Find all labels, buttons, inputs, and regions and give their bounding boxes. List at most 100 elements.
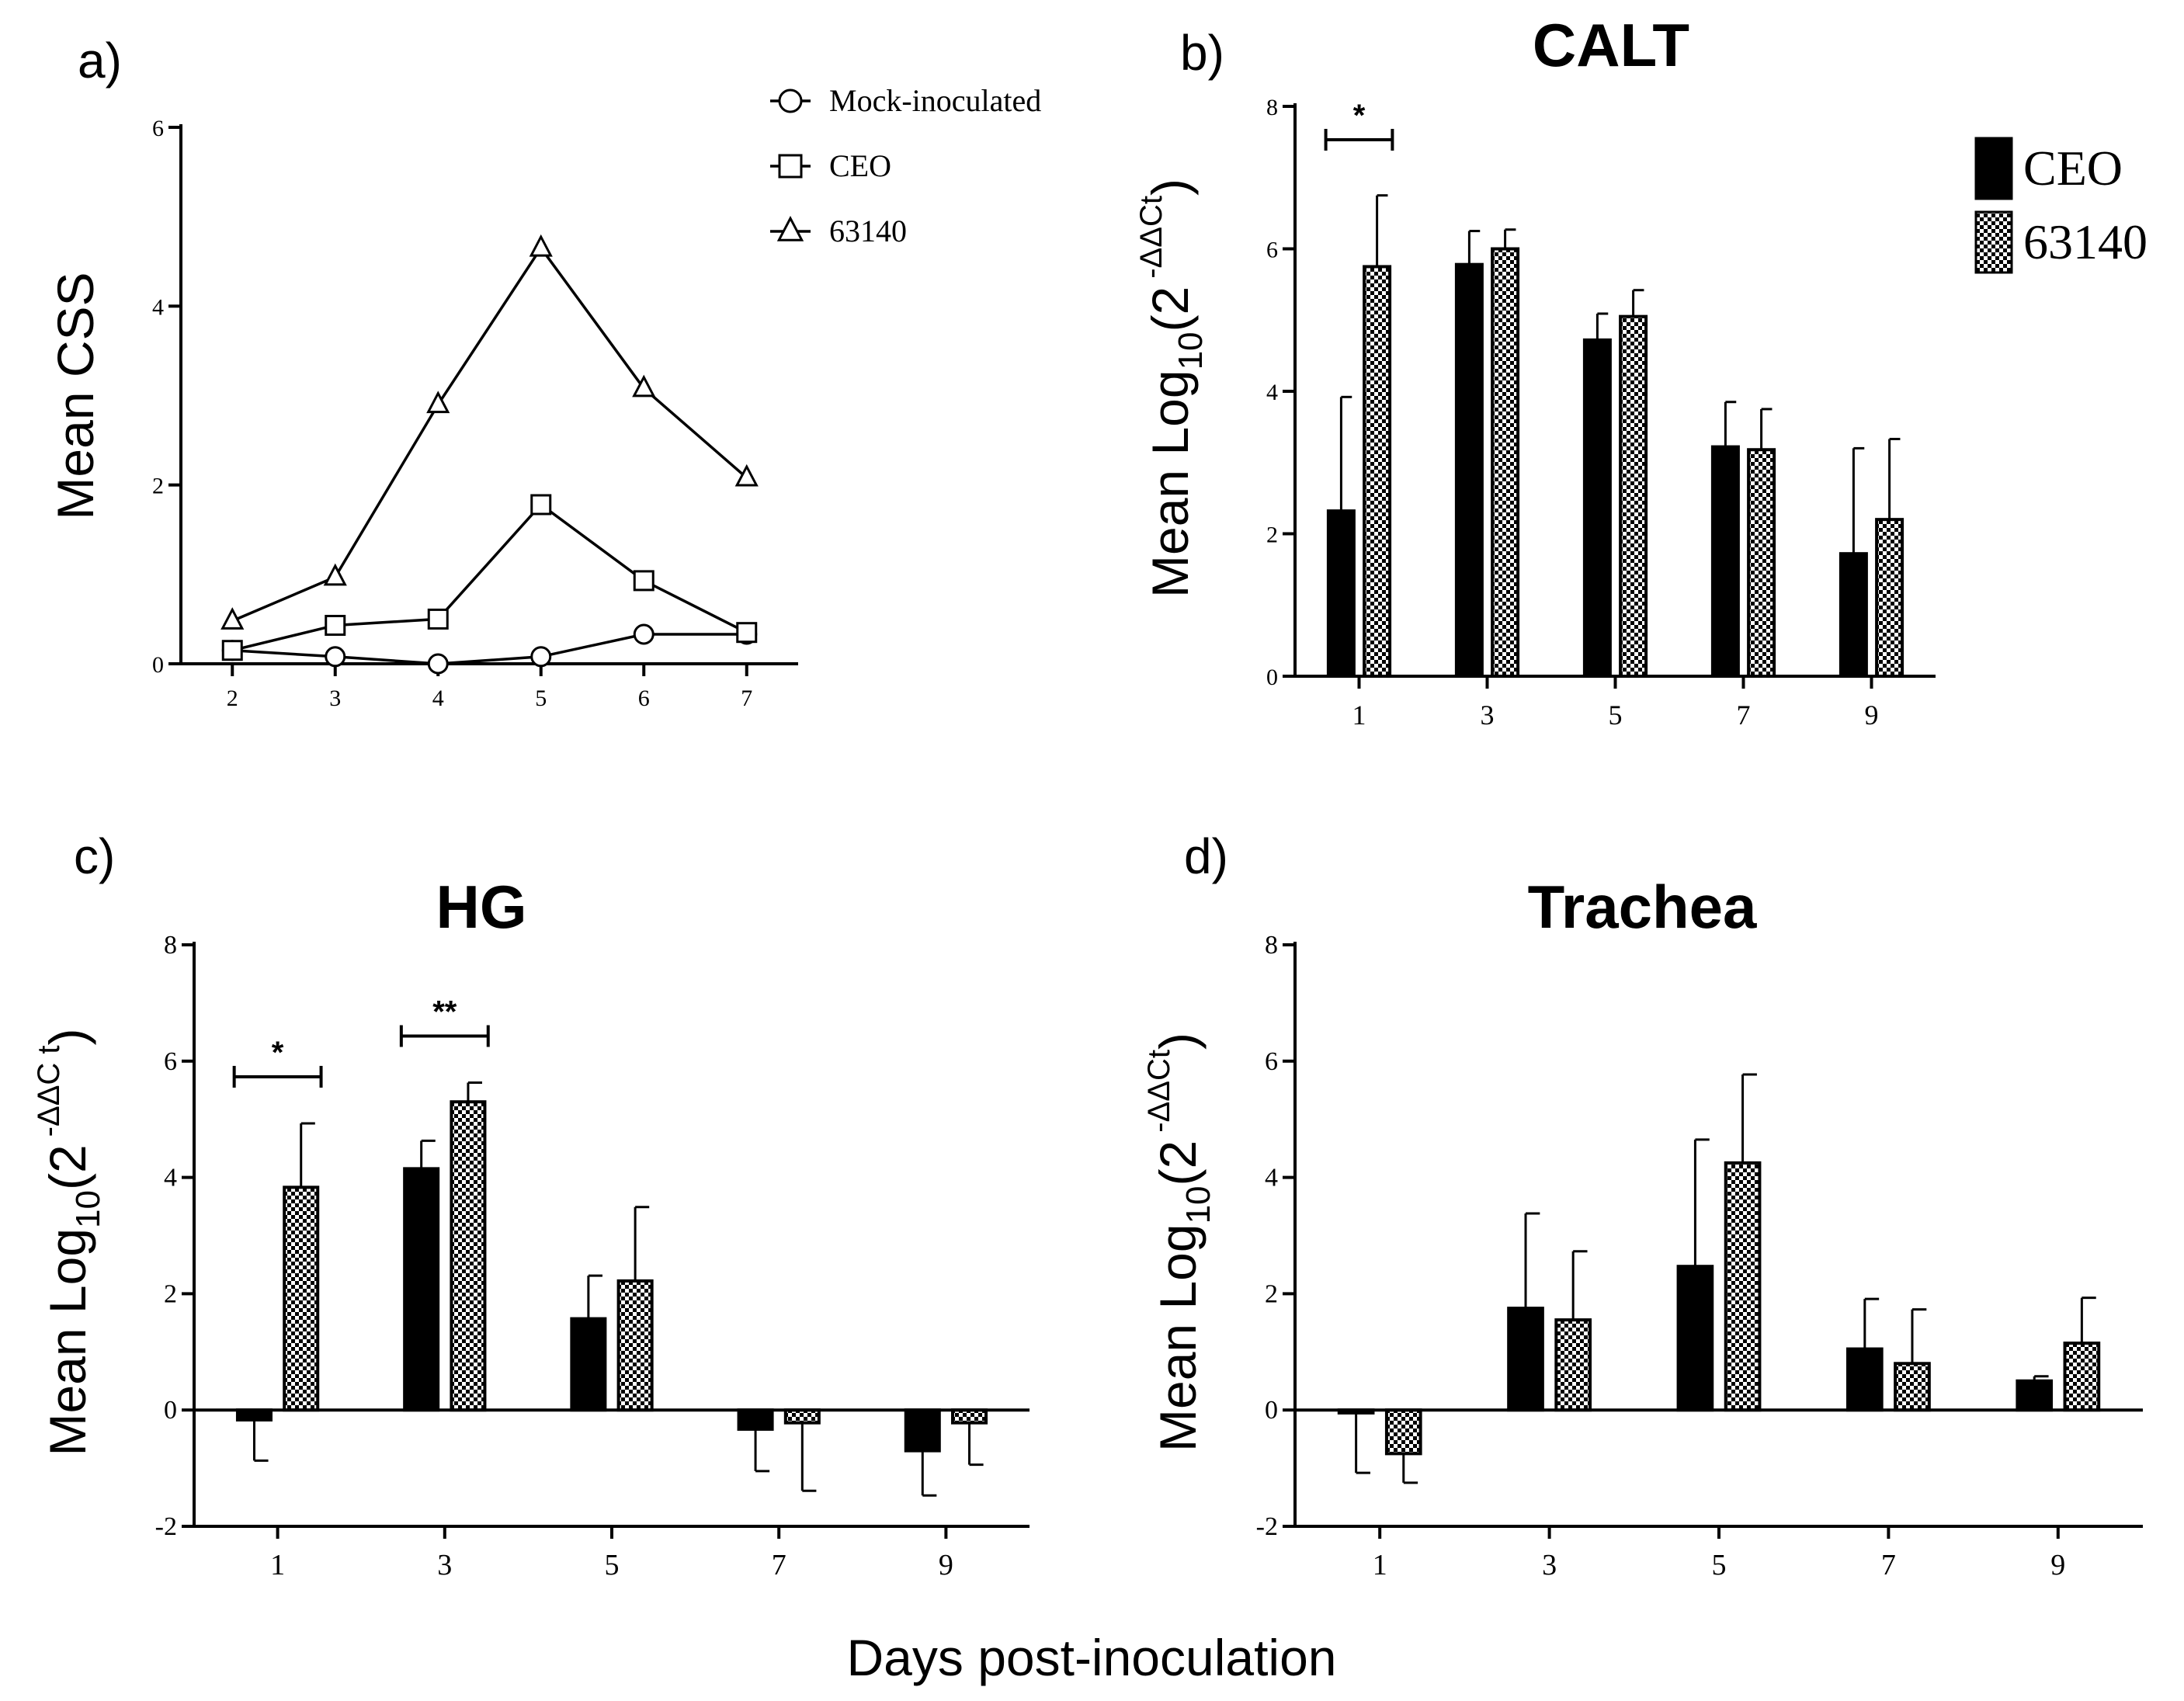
chart-title: Trachea: [1528, 873, 1757, 941]
y-tick-label: -2: [1256, 1512, 1278, 1541]
bar: [1710, 445, 1740, 678]
significance-label: *: [1353, 99, 1366, 133]
x-tick-label: 3: [1542, 1549, 1557, 1581]
y-tick-label: 2: [1266, 522, 1278, 548]
y-tick-label: -2: [155, 1512, 177, 1541]
bar: [1724, 1161, 1762, 1412]
panel-d-trachea-bar-chart: d) Trachea Mean Log10(2-ΔΔCt) -2 0 2 4 6 8 1 3 5 7 9: [1142, 828, 2143, 1581]
bar: [1619, 314, 1648, 678]
data-point-triangle: [426, 391, 450, 414]
y-axis-label: Mean Log10(2-ΔΔCt): [1142, 1033, 1217, 1452]
legend-label: CEO: [2023, 141, 2123, 196]
x-tick-label: 1: [1352, 699, 1366, 731]
y-tick-label: 4: [164, 1164, 177, 1192]
bar: [2016, 1379, 2054, 1412]
x-tick-label: 1: [1373, 1549, 1387, 1581]
y-tick-label: 6: [152, 116, 164, 141]
data-point-circle: [427, 653, 449, 675]
y-tick-label: 2: [164, 1279, 177, 1308]
legend-swatch: [1974, 210, 2013, 274]
x-tick-label: 5: [1609, 699, 1623, 731]
data-point-triangle: [776, 215, 804, 241]
legend-label: Mock-inoculated: [829, 83, 1041, 118]
data-point-square: [427, 608, 449, 630]
panel-a-line-chart: a) 0 2 4 6 2 3 4 5 6 7 Mean CSS Mock-inoculated CEO 63…: [47, 33, 1041, 711]
legend-label: CEO: [829, 148, 891, 183]
x-tick-label: 5: [535, 686, 547, 711]
x-tick-label: 4: [432, 686, 444, 711]
panel-label: b): [1180, 25, 1224, 81]
y-tick-label: 6: [1265, 1047, 1278, 1076]
bar: [951, 1408, 988, 1425]
bar: [1363, 265, 1392, 678]
data-point-square: [736, 622, 758, 644]
y-tick-label: 4: [152, 294, 164, 320]
y-tick-label: 4: [1266, 380, 1278, 405]
data-point-circle: [778, 89, 803, 113]
bar: [1747, 448, 1776, 678]
significance-label: *: [272, 1036, 284, 1070]
x-tick-label: 7: [1737, 699, 1751, 731]
bar: [283, 1185, 320, 1412]
bar: [783, 1408, 821, 1425]
y-tick-label: 0: [152, 652, 164, 678]
panel-label: d): [1184, 828, 1228, 884]
legend-swatch: [1974, 137, 2013, 200]
x-tick-label: 3: [1481, 699, 1495, 731]
bar: [1491, 247, 1520, 678]
bar: [1839, 552, 1868, 678]
bar: [1676, 1265, 1714, 1412]
x-tick-label: 9: [1865, 699, 1879, 731]
bar: [904, 1408, 941, 1453]
x-tick-label: 7: [1881, 1549, 1896, 1581]
legend-label: 63140: [2023, 214, 2148, 269]
y-axis-label: Mean Log10(2-ΔΔC t): [32, 1028, 107, 1456]
x-tick-label: 7: [772, 1549, 786, 1581]
bar: [1507, 1307, 1544, 1412]
common-x-axis-label: Days post-inoculation: [847, 1629, 1337, 1686]
bar: [570, 1317, 607, 1412]
panel-label: c): [74, 828, 115, 884]
y-tick-label: 2: [1265, 1279, 1278, 1308]
x-tick-label: 9: [2050, 1549, 2065, 1581]
y-tick-label: 6: [164, 1047, 177, 1076]
data-point-triangle: [734, 463, 759, 487]
bar: [1845, 1347, 1884, 1412]
x-tick-label: 7: [741, 686, 752, 711]
x-tick-label: 3: [329, 686, 341, 711]
x-tick-label: 6: [638, 686, 650, 711]
bar: [737, 1408, 774, 1431]
bar: [1326, 509, 1356, 679]
series-line: [232, 633, 747, 665]
bar: [1894, 1362, 1931, 1412]
bar: [1384, 1408, 1422, 1456]
panel-b-calt-bar-chart: b) CALT Mean Log10(2-ΔΔCt) 0 2 4 6 8 1 3 5 7 9 * CEO 63…: [1134, 11, 2148, 731]
series-line: [231, 502, 748, 652]
bar: [403, 1167, 440, 1412]
legend: Mock-inoculated CEO 63140: [770, 83, 1041, 248]
x-tick-label: 2: [227, 686, 238, 711]
bar: [1875, 518, 1904, 679]
data-point-square: [221, 640, 243, 661]
data-point-triangle: [529, 234, 553, 257]
data-point-square: [633, 570, 655, 592]
data-point-circle: [530, 646, 552, 668]
x-tick-label: 9: [939, 1549, 953, 1581]
data-point-triangle: [323, 563, 347, 586]
data-point-square: [325, 614, 346, 636]
data-point-circle: [633, 623, 655, 645]
y-tick-label: 8: [1266, 95, 1278, 120]
y-tick-label: 2: [152, 474, 164, 499]
data-point-triangle: [632, 374, 656, 397]
chart-title: HG: [436, 873, 527, 941]
chart-title: CALT: [1533, 11, 1689, 79]
legend: CEO 63140: [1974, 137, 2148, 274]
y-tick-label: 4: [1265, 1164, 1278, 1192]
bar: [1582, 338, 1612, 678]
bar: [2063, 1342, 2101, 1412]
data-point-square: [530, 494, 552, 516]
y-tick-label: 6: [1266, 238, 1278, 263]
x-tick-label: 3: [437, 1549, 452, 1581]
y-axis-label: Mean CSS: [47, 272, 104, 519]
